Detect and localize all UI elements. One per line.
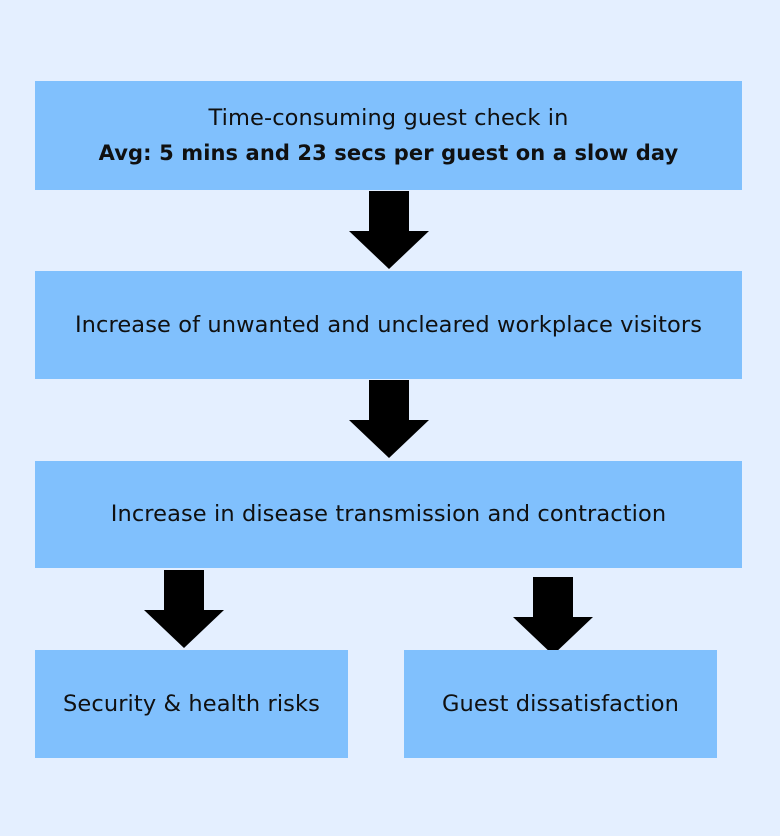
step-box-title: Time-consuming guest check in [208, 104, 569, 131]
step-box-disease-transmission: Increase in disease transmission and con… [35, 461, 742, 568]
step-box-label: Increase of unwanted and uncleared workp… [74, 311, 703, 338]
arrow-down-icon [349, 380, 429, 460]
outcome-box-guest-dissatisfaction: Guest dissatisfaction [404, 650, 717, 758]
outcome-box-label: Guest dissatisfaction [441, 690, 680, 717]
outcome-box-label: Security & health risks [63, 690, 320, 717]
step-box-unwanted-visitors: Increase of unwanted and uncleared workp… [35, 271, 742, 379]
arrow-down-icon [349, 191, 429, 271]
arrow-down-icon [144, 570, 224, 650]
step-box-guest-check-in: Time-consuming guest check in Avg: 5 min… [35, 81, 742, 190]
step-box-detail: Avg: 5 mins and 23 secs per guest on a s… [98, 140, 679, 165]
arrow-down-icon [513, 577, 593, 657]
outcome-box-security-health: Security & health risks [35, 650, 348, 758]
step-box-label: Increase in disease transmission and con… [110, 501, 667, 527]
